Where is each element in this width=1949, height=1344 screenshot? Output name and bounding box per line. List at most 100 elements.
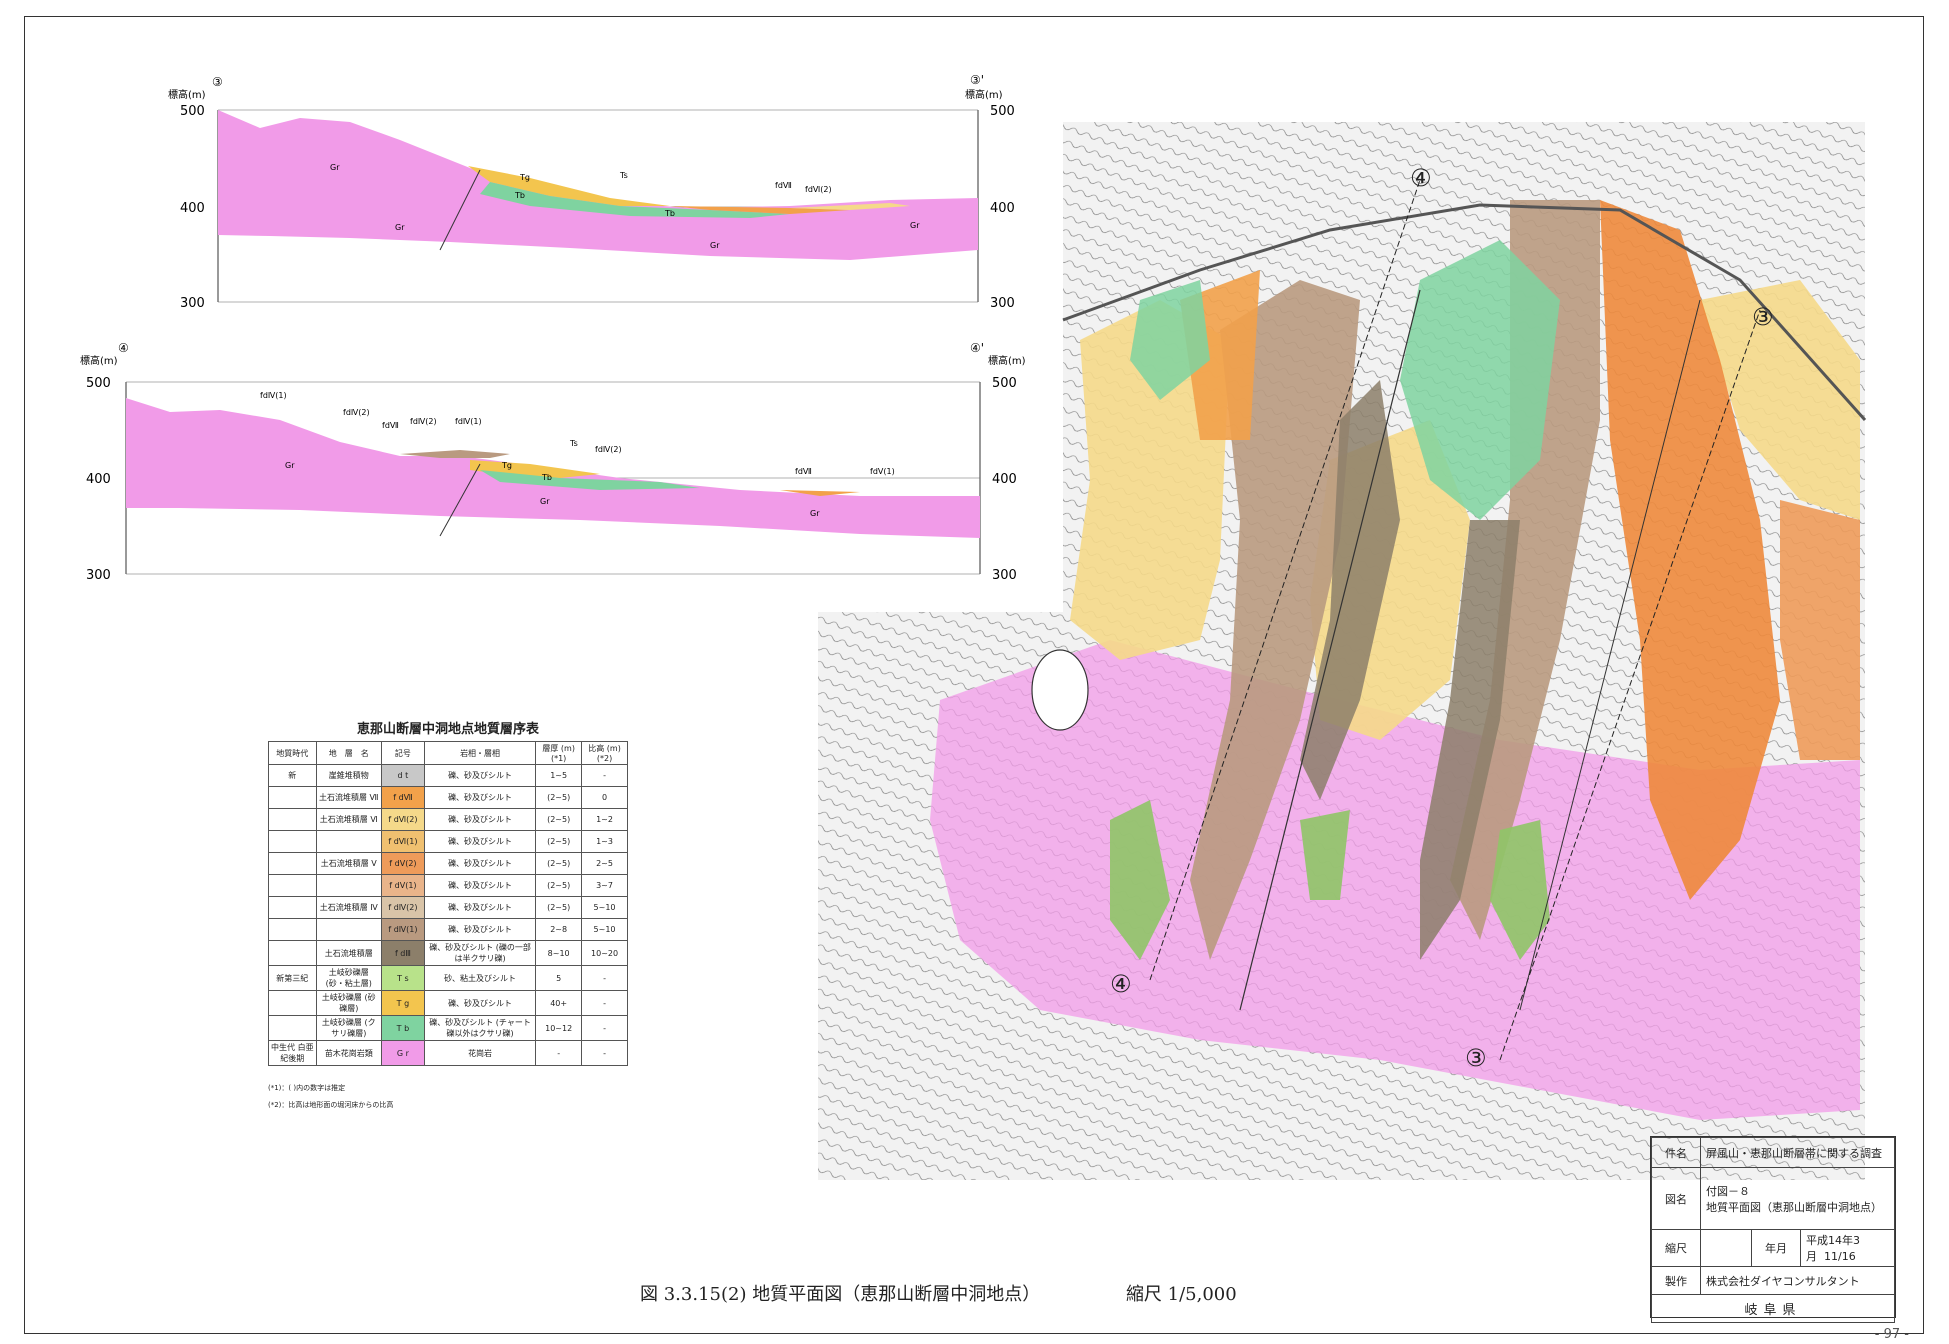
legend-header-name: 地 層 名 [315, 741, 382, 765]
legend-lithology: 花崗岩 [423, 1040, 537, 1066]
section-4-label-tb: Tb [541, 473, 552, 482]
section-3-tg-layer [468, 166, 670, 206]
section-4-label-fd4-1-b: fdⅣ(1) [455, 417, 482, 426]
section-4-tick-left-400: 400 [86, 472, 111, 487]
section-4-fault [439, 463, 481, 537]
section-4-label-fd4-2-c: fdⅣ(2) [595, 445, 622, 454]
legend-thickness: 40+ [535, 990, 583, 1016]
legend-era [268, 896, 317, 919]
section-4-label-fd7-a: fdⅦ [382, 421, 399, 430]
caption-scale: 縮尺 1/5,000 [1125, 1284, 1237, 1305]
title-block-page: 11/16 [1824, 1250, 1856, 1263]
section-3-label-gr-low: Gr [710, 241, 720, 250]
legend-name: 土石流堆積層 [315, 940, 382, 966]
legend-lithology: 礫、砂及びシルト (礫の一部は半クサリ礫) [423, 940, 537, 966]
title-block-key-date: 年月 [1751, 1229, 1801, 1267]
title-block: 件名 屏風山・恵那山断層帯に関する調査 図名 付図－８ 地質平面図（恵那山断層中… [1650, 1136, 1896, 1323]
legend-name: 苗木花崗岩類 [315, 1040, 382, 1066]
legend-symbol: f dⅣ(1) [380, 918, 425, 941]
legend-lithology: 礫、砂及びシルト (チャート礫以外はクサリ礫) [423, 1015, 537, 1041]
section-3-tick-left-300: 300 [180, 296, 205, 311]
legend-row: 新崖錐堆積物 d t 礫、砂及びシルト 1~5- [268, 764, 628, 787]
legend-name [315, 874, 382, 897]
section-4-tick-left-300: 300 [86, 568, 111, 583]
section-3-label-ts: Ts [619, 171, 628, 180]
legend-era [268, 990, 317, 1016]
section-3-label-gr-right: Gr [910, 221, 920, 230]
section-3-tick-right-500: 500 [990, 104, 1015, 119]
legend-header-symbol: 記号 [380, 741, 425, 765]
section-3-granite [218, 110, 978, 260]
legend-notes: (*1)：( )内の数字は推定 (*2)：比高は地形面の堀河床からの比高 [268, 1080, 628, 1114]
section-3-label-gr-mid: Gr [395, 223, 405, 232]
section-3-tb-layer [480, 182, 790, 218]
legend-name: 土石流堆積層 Ⅳ [315, 896, 382, 919]
legend-row: 土岐砂礫層 (クサリ礫層) T b 礫、砂及びシルト (チャート礫以外はクサリ礫) 1… [268, 1015, 628, 1041]
title-block-date-value: 平成14年3月 [1806, 1234, 1860, 1263]
section-3-label-fd6: fdⅥ(2) [805, 185, 832, 194]
legend-thickness: (2~5) [535, 830, 583, 853]
section-4-tick-left-500: 500 [86, 376, 111, 391]
legend-thickness: (2~5) [535, 852, 583, 875]
section-3-axis-label-left: 標高(m) [168, 88, 206, 101]
legend-name: 土石流堆積層 Ⅶ [315, 786, 382, 809]
section-3-tick-left-500: 500 [180, 104, 205, 119]
legend-thickness: (2~5) [535, 786, 583, 809]
legend-header-thickness: 層厚 (m) (*1) [535, 741, 583, 765]
legend-era [268, 1015, 317, 1041]
section-4-label-gr-mid: Gr [540, 497, 550, 506]
legend-header-lithology: 岩相・層相 [423, 741, 537, 765]
legend-symbol: f dⅥ(2) [380, 808, 425, 831]
legend-name: 土岐砂礫層 (砂礫層) [315, 990, 382, 1016]
legend-era [268, 918, 317, 941]
section-3-fault [439, 169, 481, 251]
legend-table: 地質時代 地 層 名 記号 岩相・層相 層厚 (m) (*1) 比高 (m) (… [268, 741, 628, 1066]
legend-relative-height: 5~10 [581, 896, 628, 919]
legend-relative-height: - [581, 1015, 628, 1041]
legend-lithology: 砂、粘土及びシルト [423, 965, 537, 991]
legend-symbol: f dⅤ(2) [380, 852, 425, 875]
title-block-key-scale: 縮尺 [1651, 1229, 1701, 1267]
section-3-start-mark: ③ [212, 75, 223, 89]
section-3-end-mark: ③' [970, 73, 984, 87]
legend-era [268, 808, 317, 831]
section-4-start-mark: ④ [118, 341, 129, 355]
legend-note-1: (*1)：( )内の数字は推定 [268, 1084, 346, 1092]
legend-name: 土石流堆積層 Ⅵ [315, 808, 382, 831]
legend-header-relative-height: 比高 (m) (*2) [581, 741, 628, 765]
legend-relative-height: 2~5 [581, 852, 628, 875]
sheet-frame [24, 16, 1924, 1334]
legend-era: 新第三紀 [268, 965, 317, 991]
legend-lithology: 礫、砂及びシルト [423, 896, 537, 919]
title-block-subject: 屏風山・恵那山断層帯に関する調査 [1700, 1137, 1895, 1168]
section-4-axis-label-right: 標高(m) [988, 354, 1026, 367]
legend-relative-height: 5~10 [581, 918, 628, 941]
legend-lithology: 礫、砂及びシルト [423, 852, 537, 875]
section-3-tick-right-400: 400 [990, 201, 1015, 216]
legend-era: 中生代 白亜紀後期 [268, 1040, 317, 1066]
legend-lithology: 礫、砂及びシルト [423, 990, 537, 1016]
legend-name: 土岐砂礫層 (クサリ礫層) [315, 1015, 382, 1041]
legend-symbol: G r [380, 1040, 425, 1066]
section-3-label-tb-lower: Tb [664, 209, 675, 218]
legend-era: 新 [268, 764, 317, 787]
legend-name: 崖錐堆積物 [315, 764, 382, 787]
title-block-figname-1: 付図－８ [1706, 1184, 1750, 1198]
legend-relative-height: 10~20 [581, 940, 628, 966]
legend-header-row: 地質時代 地 層 名 記号 岩相・層相 層厚 (m) (*1) 比高 (m) (… [268, 741, 628, 765]
legend-symbol: T s [380, 965, 425, 991]
legend-symbol: f dⅤ(1) [380, 874, 425, 897]
legend-thickness: (2~5) [535, 874, 583, 897]
section-4-label-fd4-1-a: fdⅣ(1) [260, 391, 287, 400]
legend-era [268, 830, 317, 853]
legend-era [268, 852, 317, 875]
legend-era [268, 786, 317, 809]
legend-thickness: (2~5) [535, 808, 583, 831]
section-4-label-fd4-2-a: fdⅣ(2) [343, 408, 370, 417]
sheet-number: - 97 - [1874, 1327, 1909, 1342]
section-4-label-ts: Ts [569, 439, 578, 448]
legend-symbol: T g [380, 990, 425, 1016]
